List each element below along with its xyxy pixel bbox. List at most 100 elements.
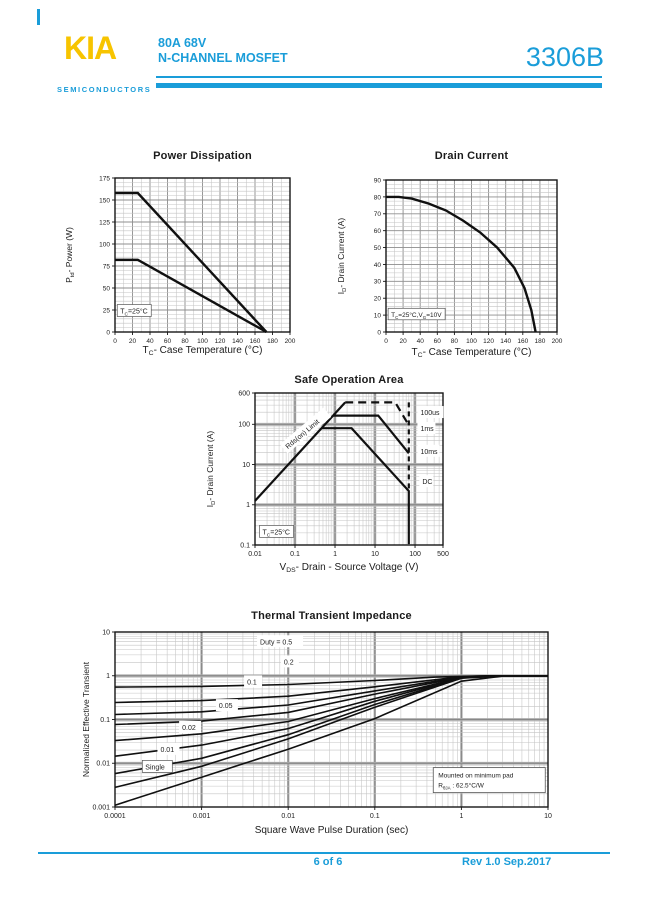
x-tick-label: 180 [534,338,545,345]
curve-label-text: 0.1 [247,680,257,687]
x-tick-label: 200 [552,338,563,345]
curve-label-text: TC=25°C [120,308,147,318]
curve-label: 0.05 [215,699,238,712]
y-tick-label: 0 [106,329,110,336]
kia-logo: KIA [64,30,117,66]
curve-label-text: DC [422,479,432,486]
series-dc [321,427,410,545]
y-tick-label: 50 [103,285,111,292]
series-single-pulse [114,675,549,806]
y-tick-label: 0.001 [92,804,110,811]
page-corner-mark [37,9,40,25]
y-tick-label: 125 [99,219,110,226]
curve-label-text: 100us [420,410,440,417]
series-rdson-limit [254,401,347,502]
curve-label-text: 0.2 [284,659,294,666]
y-tick-label: 10 [374,313,382,320]
y-tick-label: 0 [377,329,381,336]
x-axis-label: Square Wave Pulse Duration (sec) [255,825,409,836]
series-power-limit-upper [115,191,268,333]
curve-label: Duty = 0.5 [257,635,304,648]
curve-label-text: 0.02 [182,725,196,732]
curve-label-text: 10ms [420,449,438,456]
y-axis-label: ID- Drain Current (A) [205,431,217,508]
y-tick-label: 90 [374,177,382,184]
x-tick-label: 0.1 [370,813,380,820]
curve-label: 100us [417,406,444,419]
x-tick-label: 120 [483,338,494,345]
x-tick-label: 0.1 [290,551,300,558]
header-rule-thin [156,76,602,78]
x-tick-label: 100 [409,551,421,558]
soa-title: Safe Operation Area [294,374,404,386]
x-tick-label: 0.001 [193,813,211,820]
y-tick-label: 80 [374,194,382,201]
y-tick-label: 175 [99,175,110,182]
y-tick-label: 0.1 [240,542,250,549]
y-tick-label: 1 [246,502,250,509]
series-power-limit-lower [115,258,267,334]
y-tick-label: 70 [374,211,382,218]
curve-label: 0.1 [244,675,263,688]
x-tick-label: 180 [267,338,278,345]
curve-label: 0.01 [157,742,180,755]
y-tick-label: 100 [238,422,250,429]
x-tick-label: 60 [434,338,442,345]
curve-label-text: 0.01 [160,747,174,754]
curve-label-text: Duty = 0.5 [260,639,292,646]
curve-label: 1ms [417,422,436,434]
mounting-note: Mounted on minimum pad RθJA : 62.5°C/W [432,767,546,794]
x-tick-label: 160 [250,338,261,345]
part-number: 3306B [525,42,604,72]
y-tick-label: 40 [374,262,382,269]
curve-label: 10ms [417,444,440,457]
device-rating: 80A 68V [158,36,207,50]
x-tick-label: 160 [517,338,528,345]
x-tick-label: 0.01 [281,813,295,820]
x-tick-label: 120 [215,338,226,345]
curve-label: DC [419,475,434,488]
x-tick-label: 140 [500,338,511,345]
curve-label: 0.2 [280,655,299,668]
drain-current-chart: 0 20 40 60 80 100 120 140 160 180 200 0 10 20 30 40 50 60… [336,177,563,359]
series-1ms-10ms [333,414,410,454]
curve-label-text: Single [145,764,165,771]
y-tick-label: 0.01 [96,761,110,768]
x-axis-label: TC- Case Temperature (°C) [143,345,263,357]
x-tick-label: 100 [466,338,477,345]
x-tick-label: 200 [285,338,296,345]
y-tick-label: 10 [102,629,110,636]
y-tick-label: 600 [238,390,250,397]
device-spec: 80A 68V N-CHANNEL MOSFET [158,36,288,66]
series-duty-0.1 [114,675,548,716]
y-tick-label: 25 [103,307,111,314]
series-duty-0.01 [114,675,548,757]
curve-label-text: TC=25°C,VG=10V [391,311,442,320]
curve-label: TC=25°C [116,304,152,318]
x-tick-label: 500 [437,551,449,558]
drain-current-title: Drain Current [434,150,509,162]
x-tick-label: 0.0001 [104,813,126,820]
x-tick-label: 140 [232,338,243,345]
y-tick-label: 10 [242,462,250,469]
y-tick-label: 150 [99,197,110,204]
plot-frame [254,392,444,546]
x-axis-label: VDS- Drain - Source Voltage (V) [280,562,419,574]
x-tick-label: 0 [384,338,388,345]
x-tick-label: 20 [399,338,407,345]
x-tick-label: 1 [459,813,463,820]
x-tick-label: 1 [333,551,337,558]
x-tick-label: 40 [146,338,154,345]
power-dissipation-title: Power Dissipation [153,150,252,162]
y-tick-label: 60 [374,228,382,235]
thermal-transient-impedance-chart: 0.0001 0.001 0.01 0.1 1 10 10 1 0.1 0.01 0.001 Duty… [81,629,552,836]
x-tick-label: 80 [181,338,189,345]
y-axis-label: ID- Drain Current (A) [336,218,348,295]
note-line: Mounted on minimum pad [438,773,514,780]
y-tick-label: 100 [99,241,110,248]
revision-label: Rev 1.0 Sep.2017 [462,856,552,868]
power-dissipation-chart: 0 20 40 60 80 100 120 140 160 180 200 0 25 50 75 100 125… [64,175,296,357]
curve-label-text: 0.05 [219,703,233,710]
note-line: RθJA : 62.5°C/W [438,782,484,791]
